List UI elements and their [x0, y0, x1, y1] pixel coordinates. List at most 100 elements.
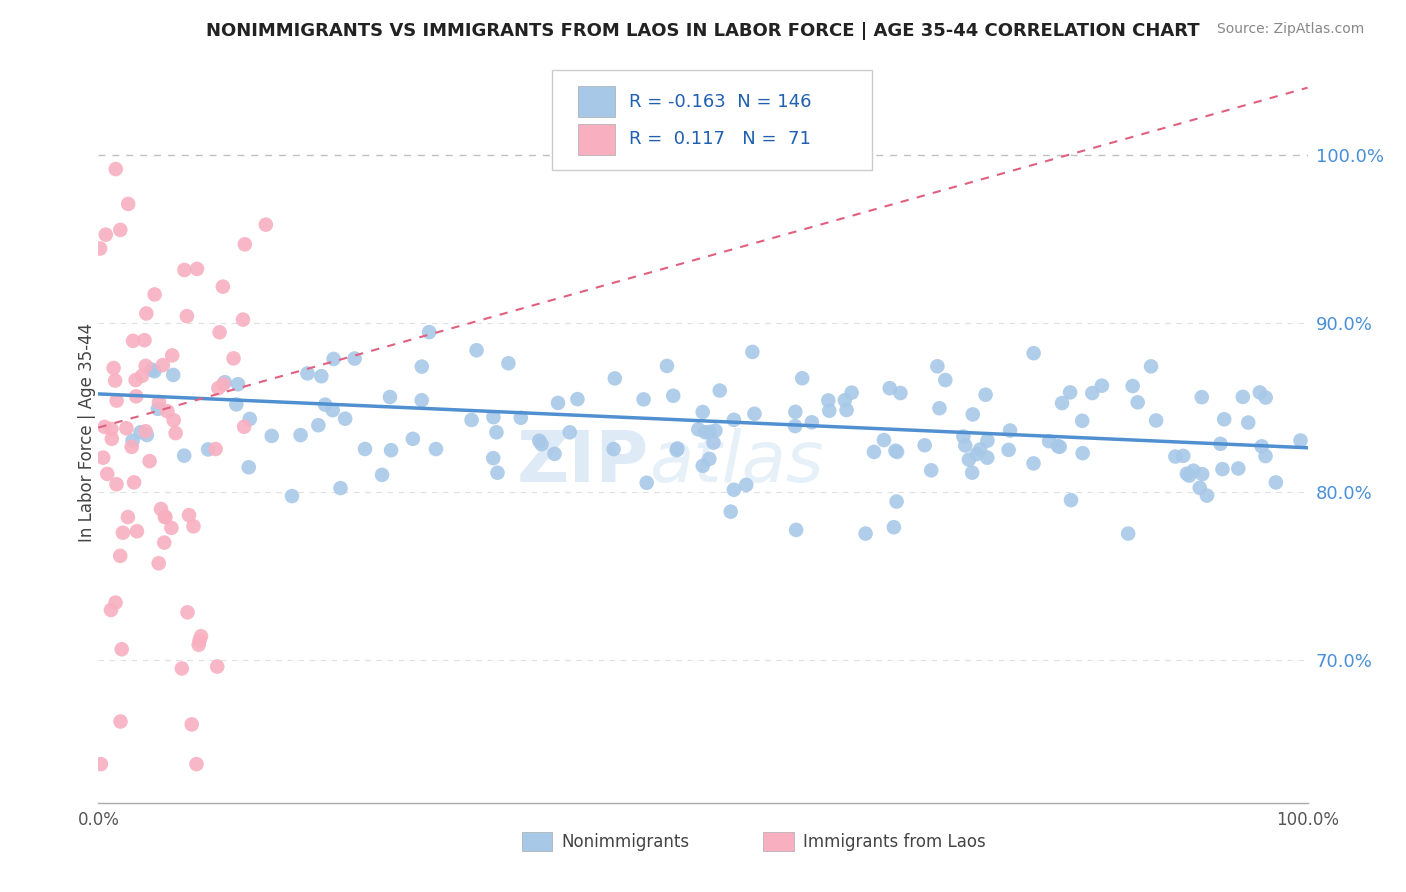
Point [873, 433, 896, 447]
Point [148, 556, 170, 570]
Point [186, 261, 208, 276]
Text: Immigrants from Laos: Immigrants from Laos [803, 832, 986, 851]
Point [976, 450, 998, 465]
Point [1140, 359, 1163, 374]
Text: atlas: atlas [648, 428, 823, 497]
Point [783, 419, 806, 434]
Point [100, 422, 122, 436]
Point [1249, 385, 1271, 400]
Point [1038, 434, 1060, 449]
Point [105, 393, 128, 408]
Point [197, 442, 219, 457]
Point [143, 364, 166, 378]
Point [110, 549, 132, 563]
Point [307, 418, 329, 433]
Text: R =  0.117   N =  71: R = 0.117 N = 71 [630, 130, 811, 148]
Point [402, 432, 425, 446]
Point [1046, 439, 1069, 453]
Point [785, 523, 807, 537]
Point [482, 451, 505, 466]
Point [920, 463, 942, 477]
Point [134, 333, 156, 347]
Point [212, 377, 235, 392]
Point [879, 381, 901, 395]
Point [101, 432, 124, 446]
Point [1264, 475, 1286, 490]
Point [482, 410, 505, 425]
Point [997, 442, 1019, 457]
Point [110, 714, 132, 729]
Point [529, 434, 551, 448]
Text: Nonimmigrants: Nonimmigrants [561, 832, 690, 851]
Point [124, 373, 146, 387]
Point [104, 162, 127, 177]
Point [153, 535, 176, 549]
Point [232, 312, 254, 326]
Point [1071, 446, 1094, 460]
Point [105, 477, 128, 491]
Point [509, 410, 531, 425]
Point [695, 425, 717, 440]
Point [928, 401, 950, 416]
Point [225, 397, 247, 411]
Point [884, 443, 907, 458]
Point [1126, 395, 1149, 409]
Point [1254, 391, 1277, 405]
Point [121, 440, 143, 454]
Point [800, 415, 823, 429]
Point [655, 359, 678, 373]
Point [1178, 468, 1201, 483]
Point [934, 373, 956, 387]
Point [188, 633, 211, 648]
Point [411, 393, 433, 408]
Text: R = -0.163  N = 146: R = -0.163 N = 146 [630, 93, 811, 111]
Point [260, 429, 283, 443]
Point [688, 422, 710, 436]
Point [94, 227, 117, 242]
Point [692, 405, 714, 419]
Point [162, 368, 184, 382]
Point [125, 389, 148, 403]
Point [720, 505, 742, 519]
Point [149, 502, 172, 516]
FancyBboxPatch shape [578, 87, 614, 117]
Point [91, 450, 114, 465]
Point [927, 359, 949, 374]
Text: ZIP: ZIP [516, 428, 648, 497]
Point [153, 510, 176, 524]
Point [371, 467, 394, 482]
Point [110, 223, 132, 237]
Point [152, 358, 174, 372]
Point [187, 638, 209, 652]
Point [207, 659, 229, 673]
Point [863, 445, 886, 459]
Point [1122, 379, 1144, 393]
Point [709, 384, 731, 398]
Point [1091, 378, 1114, 392]
Point [380, 443, 402, 458]
Point [1060, 493, 1083, 508]
Point [226, 377, 249, 392]
Point [889, 386, 911, 401]
Point [886, 445, 908, 459]
Point [233, 419, 256, 434]
Point [834, 393, 856, 408]
Point [955, 438, 977, 452]
Point [322, 403, 344, 417]
Point [238, 460, 260, 475]
Point [183, 519, 205, 533]
Point [173, 263, 195, 277]
Point [104, 374, 127, 388]
Point [163, 413, 186, 427]
Point [111, 642, 134, 657]
FancyBboxPatch shape [763, 832, 794, 851]
Point [1175, 467, 1198, 481]
Point [633, 392, 655, 407]
Point [817, 393, 839, 408]
Point [699, 425, 721, 439]
Point [239, 412, 262, 426]
Point [135, 428, 157, 442]
Point [1232, 390, 1254, 404]
Point [1050, 396, 1073, 410]
Point [103, 361, 125, 376]
